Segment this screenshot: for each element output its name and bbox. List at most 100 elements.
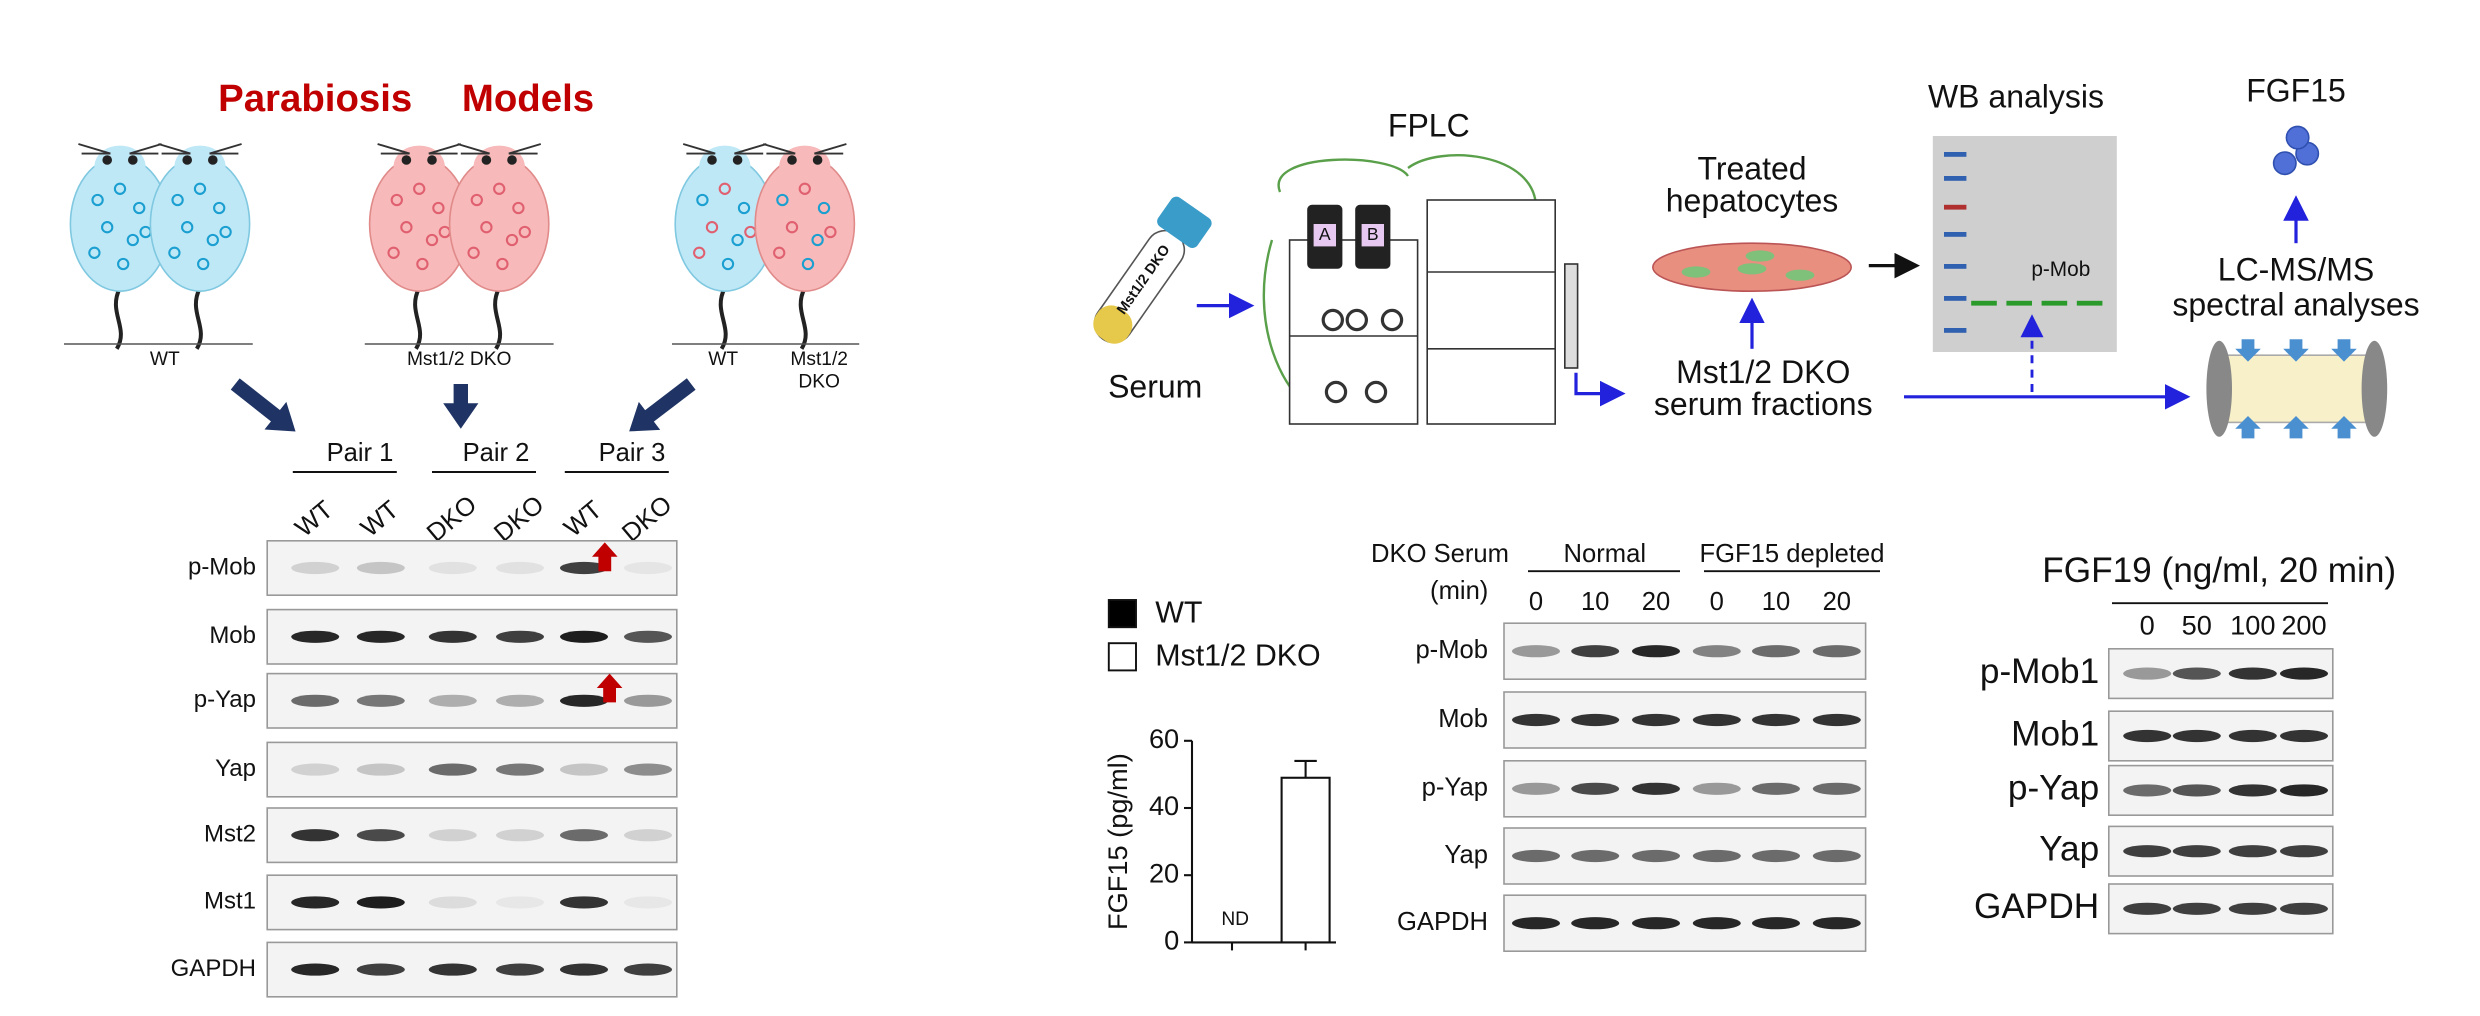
cell <box>1785 269 1815 281</box>
cell-dot <box>785 221 799 234</box>
blot-band <box>2228 902 2277 915</box>
blot-band <box>428 694 477 707</box>
cell-dot <box>731 233 744 247</box>
blot-band <box>428 763 477 776</box>
line <box>682 143 716 155</box>
legend-label: Mst1/2 DKO <box>1155 639 1321 673</box>
cell <box>1745 250 1775 262</box>
lane-label: WT <box>559 495 608 542</box>
lane-label: DKO <box>489 491 549 548</box>
protein <box>2272 151 2297 176</box>
blot-strip <box>1503 691 1867 749</box>
pair-label: Pair 1 <box>327 439 394 467</box>
cell-dot <box>512 201 525 215</box>
blot-band <box>496 694 544 707</box>
ladder-band <box>1944 296 1967 301</box>
blot-band <box>2172 667 2221 680</box>
lcms-end <box>2206 340 2232 437</box>
blot-band <box>356 630 405 643</box>
blot-band <box>1692 713 1741 727</box>
ladder-band <box>1944 232 1967 237</box>
panel-title: Parabiosis <box>218 77 412 120</box>
blot-band <box>356 763 405 776</box>
cell-dot <box>213 201 226 215</box>
cell <box>1737 263 1767 275</box>
blot-band <box>624 963 672 976</box>
mouse-tail <box>493 287 503 350</box>
blot-band <box>291 694 340 707</box>
arrow-head <box>264 401 296 432</box>
y-axis-label: FGF15 (pg/ml) <box>1102 753 1133 930</box>
workflow-label: FGF15 <box>2246 72 2346 108</box>
blot-band <box>1752 713 1800 727</box>
cell-dot <box>206 233 219 247</box>
blot-row-label: Mst2 <box>204 821 256 848</box>
cell-dot <box>693 246 706 259</box>
cell-dot <box>824 225 837 239</box>
blot-band <box>2280 845 2328 858</box>
blot-band <box>2228 667 2277 680</box>
blot-band <box>496 963 544 976</box>
blot-band <box>496 561 544 575</box>
blot-band <box>2228 729 2277 743</box>
y-tick-label: 0 <box>1164 925 1179 956</box>
pair-label: Pair 3 <box>599 439 666 467</box>
lane-label: DKO <box>617 491 677 548</box>
ladder-band <box>1944 264 1967 269</box>
blot-band <box>356 963 405 976</box>
mouse-eye <box>208 155 218 165</box>
blot-band <box>356 896 405 909</box>
cell-dot <box>518 225 531 239</box>
mouse-eye <box>812 155 823 165</box>
lane-label: 200 <box>2281 609 2326 640</box>
workflow-label: WB analysis <box>1928 79 2104 115</box>
lcms-arrow <box>2235 339 2261 362</box>
cell-dot <box>798 182 811 195</box>
cell-dot <box>721 257 735 271</box>
blot-row-label: GAPDH <box>1974 887 2099 926</box>
cell-dot <box>718 182 731 195</box>
mouse-label: Mst1/2 DKO <box>407 349 512 370</box>
column <box>1564 263 1579 369</box>
blot-row-label: Yap <box>1444 841 1488 869</box>
lane-label: DKO <box>422 491 482 548</box>
lcms-chamber <box>2223 354 2369 424</box>
lcms-arrow <box>2283 339 2309 362</box>
blot-strip <box>1503 827 1867 885</box>
fplc-unit <box>1288 239 1419 425</box>
blot-band <box>428 630 477 643</box>
cell-dot <box>776 193 789 207</box>
blot-band <box>1812 782 1861 795</box>
mouse-eye <box>182 155 192 165</box>
lcms-arrow <box>2283 416 2309 439</box>
blot-band <box>291 561 340 575</box>
lane-label: 10 <box>1762 588 1790 616</box>
blot-band <box>1752 782 1800 795</box>
red-arrow <box>596 673 623 703</box>
blot-band <box>1512 917 1560 930</box>
blot-band <box>2172 902 2221 915</box>
workflow-label: Mst1/2 DKO <box>1676 354 1850 390</box>
panel-title: Models <box>462 77 594 120</box>
blot-band <box>624 763 672 776</box>
bottle-label <box>1361 224 1384 247</box>
line <box>762 143 796 155</box>
line <box>158 143 191 155</box>
cell-dot <box>425 233 439 247</box>
blot-band <box>1512 713 1560 727</box>
cell-dot <box>387 246 400 259</box>
blot-band <box>1632 849 1680 863</box>
blot-band <box>2123 845 2172 858</box>
cell-dot <box>801 257 815 271</box>
blot-band <box>2123 902 2172 915</box>
blot-band <box>624 694 672 707</box>
blot-row-label: p-Mob1 <box>1980 652 2099 691</box>
mouse-tail <box>193 287 203 350</box>
fplc-unit <box>1426 199 1556 425</box>
blot-band <box>496 829 544 842</box>
cell-dot <box>181 221 194 234</box>
blot-band <box>1812 917 1861 930</box>
line <box>508 143 542 155</box>
lane-label: WT <box>356 495 405 542</box>
